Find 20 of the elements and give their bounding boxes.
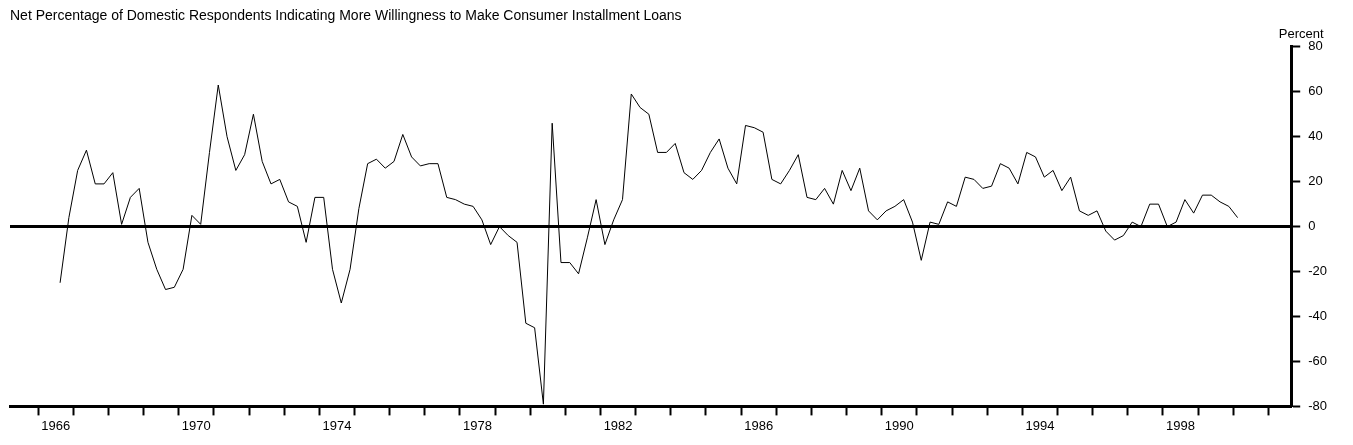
y-tick-label: -40 [1308,308,1328,324]
y-axis-title: Percent [1278,25,1324,41]
y-tick-label: -80 [1308,397,1328,413]
x-tick-label: 1982 [603,417,633,433]
y-tick-label: 60 [1308,83,1323,99]
x-tick-label: 1986 [744,417,774,433]
chart-title: Net Percentage of Domestic Respondents Indicating More Willingness to Make Consumer Installment Loans [10,7,682,24]
y-tick-label: 80 [1308,38,1323,54]
y-tick-label: 40 [1308,128,1323,144]
y-tick-label: -20 [1308,263,1328,279]
x-tick-label: 1974 [322,417,352,433]
x-tick-label: 1978 [463,417,492,433]
x-tick-label: 1998 [1166,417,1195,433]
x-tick-label: 1990 [884,417,914,433]
x-tick-label: 1970 [181,417,211,433]
x-tick-label: 1966 [41,417,71,433]
y-tick-label: -60 [1308,353,1328,369]
y-tick-label: 20 [1308,173,1323,189]
x-tick-label: 1994 [1025,417,1055,433]
y-tick-label: 0 [1308,218,1316,234]
